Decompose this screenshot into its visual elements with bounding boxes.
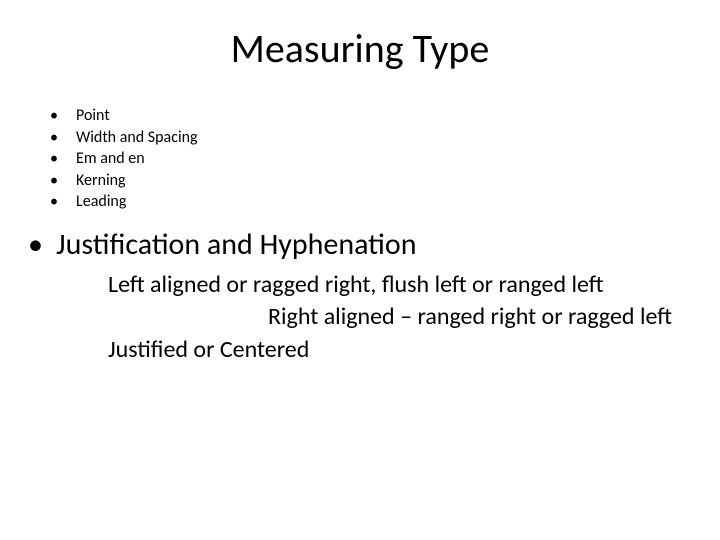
list-item: Point: [50, 105, 720, 127]
sub-line: Right aligned – ranged right or ragged l…: [108, 301, 720, 333]
big-bullet-list: Justification and Hyphenation: [0, 227, 720, 263]
sub-line: Justified or Centered: [108, 334, 720, 366]
list-item: Width and Spacing: [50, 127, 720, 149]
list-item: Justification and Hyphenation: [28, 227, 720, 263]
sub-line: Left aligned or ragged right, flush left…: [108, 269, 720, 301]
slide: Measuring Type Point Width and Spacing E…: [0, 0, 720, 540]
slide-title: Measuring Type: [0, 24, 720, 73]
sub-lines: Left aligned or ragged right, flush left…: [0, 269, 720, 366]
small-bullet-list: Point Width and Spacing Em and en Kernin…: [0, 105, 720, 213]
list-item: Kerning: [50, 170, 720, 192]
list-item: Leading: [50, 191, 720, 213]
list-item: Em and en: [50, 148, 720, 170]
